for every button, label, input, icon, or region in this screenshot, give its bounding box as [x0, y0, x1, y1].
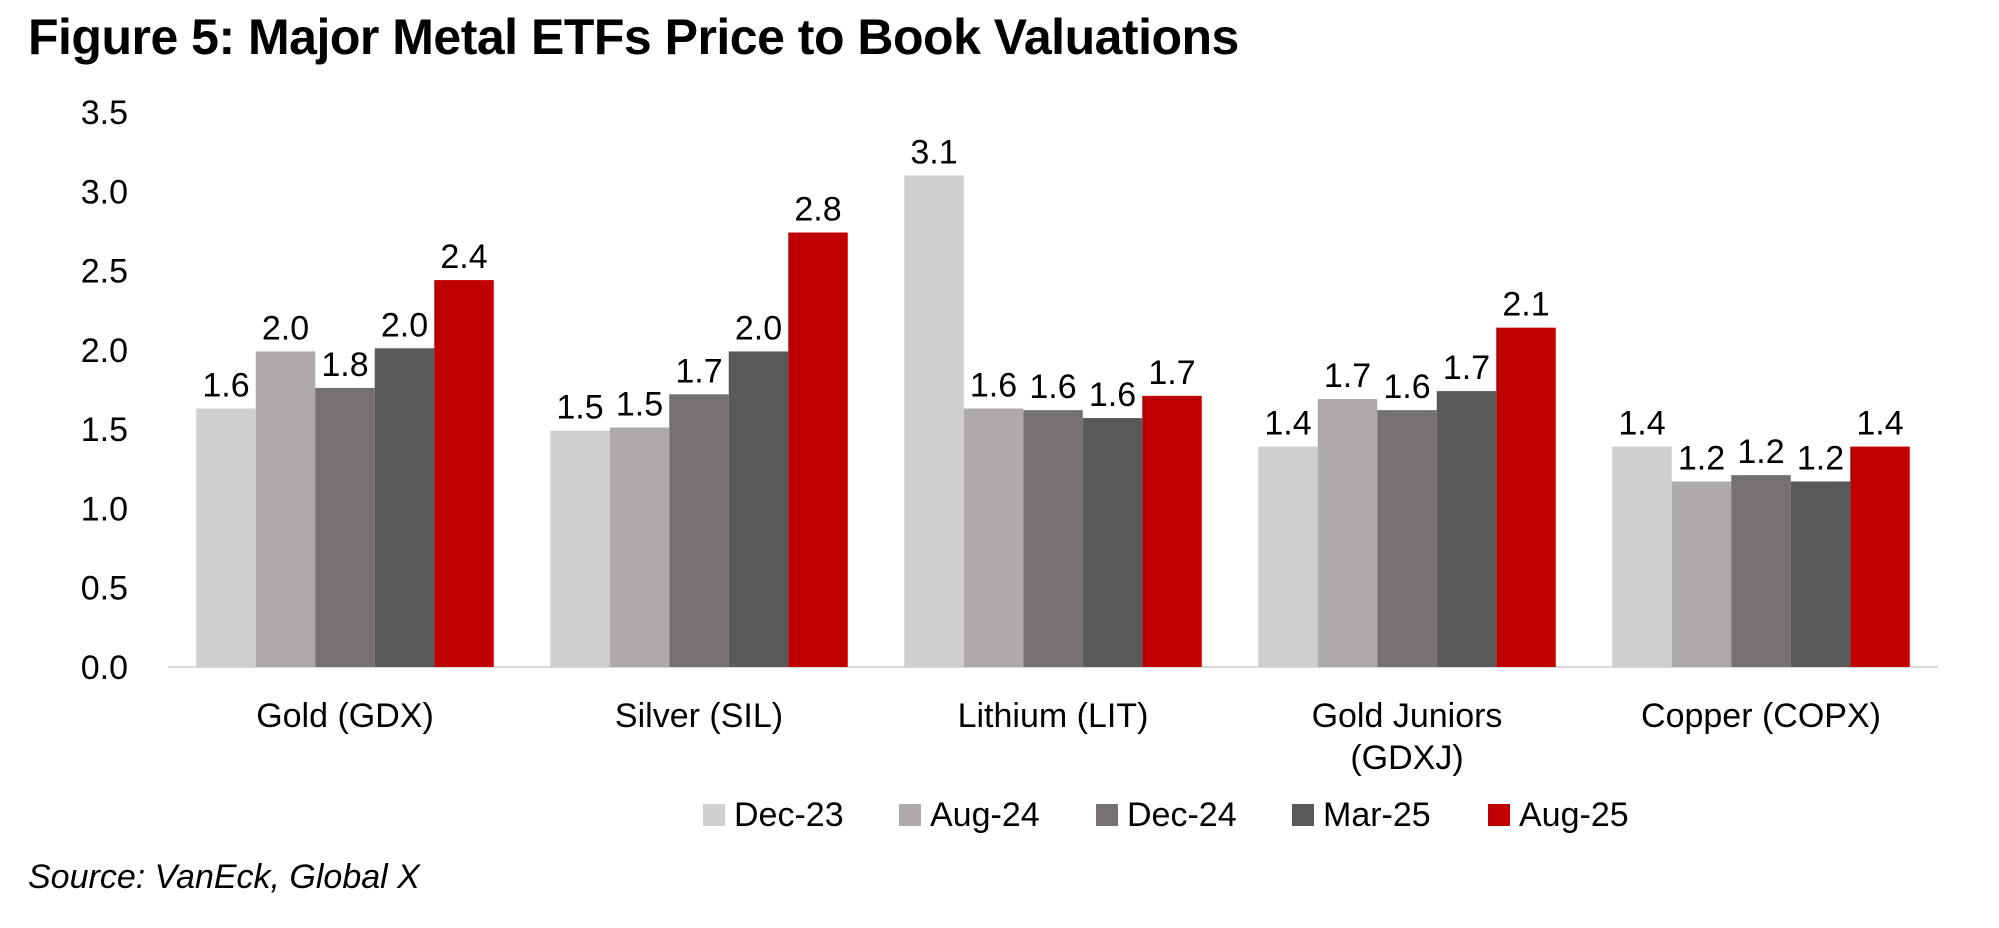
- bar-dec-24-copper-copx: [1731, 475, 1791, 667]
- y-tick-label: 0.5: [81, 570, 128, 608]
- y-tick-label: 0.0: [81, 649, 128, 687]
- data-label: 1.4: [1264, 405, 1311, 443]
- legend-swatch-aug-24: [899, 804, 921, 826]
- x-tick-label: Silver (SIL): [615, 697, 783, 735]
- x-tick-label: Lithium (LIT): [958, 697, 1149, 735]
- legend-label-mar-25: Mar-25: [1323, 796, 1431, 834]
- legend-swatch-aug-25: [1488, 804, 1510, 826]
- source-note: Source: VanEck, Global X: [28, 858, 420, 896]
- legend-swatch-dec-23: [703, 804, 725, 826]
- bar-dec-24-lithium-lit: [1023, 410, 1083, 667]
- data-label: 1.8: [321, 346, 368, 384]
- bar-aug-25-lithium-lit: [1142, 395, 1202, 667]
- bar-dec-23-copper-copx: [1612, 446, 1672, 667]
- data-label: 1.2: [1797, 439, 1844, 477]
- data-label: 1.2: [1678, 439, 1725, 477]
- bar-mar-25-silver-sil: [728, 351, 789, 667]
- legend-swatch-dec-24: [1096, 804, 1118, 826]
- bar-dec-23-silver-sil: [550, 430, 610, 667]
- bar-dec-24-silver-sil: [669, 394, 729, 667]
- bar-aug-25-gold-juniors-gdxj: [1496, 327, 1556, 667]
- bar-aug-24-lithium-lit: [963, 408, 1024, 667]
- data-label: 1.6: [202, 367, 249, 405]
- bar-dec-24-gold-juniors-gdxj: [1377, 410, 1437, 667]
- data-label: 1.4: [1856, 405, 1903, 443]
- data-label: 1.7: [1324, 357, 1371, 395]
- bar-aug-25-silver-sil: [788, 232, 848, 667]
- bar-mar-25-gold-gdx: [374, 348, 435, 667]
- bar-mar-25-lithium-lit: [1082, 418, 1143, 667]
- data-label: 1.6: [1383, 368, 1430, 406]
- x-tick-label: Gold Juniors: [1312, 697, 1503, 735]
- legend-label-aug-24: Aug-24: [930, 796, 1040, 834]
- data-label: 1.5: [616, 386, 663, 424]
- data-label: 1.6: [1089, 376, 1136, 414]
- x-tick-label: (GDXJ): [1350, 739, 1463, 777]
- bar-dec-23-lithium-lit: [904, 175, 964, 667]
- bar-aug-24-gold-juniors-gdxj: [1317, 399, 1378, 667]
- data-label: 2.4: [440, 238, 487, 276]
- legend-label-dec-24: Dec-24: [1127, 796, 1237, 834]
- bar-mar-25-gold-juniors-gdxj: [1436, 391, 1497, 667]
- bar-aug-25-copper-copx: [1850, 446, 1910, 667]
- bar-aug-24-silver-sil: [609, 427, 670, 667]
- legend-swatch-mar-25: [1292, 804, 1314, 826]
- legend-label-dec-23: Dec-23: [734, 796, 844, 834]
- bar-dec-23-gold-gdx: [196, 408, 256, 667]
- chart-title: Figure 5: Major Metal ETFs Price to Book…: [28, 9, 1239, 65]
- data-label: 2.0: [262, 309, 309, 347]
- data-label: 2.0: [381, 306, 428, 344]
- data-label: 3.1: [910, 133, 957, 171]
- bar-aug-24-gold-gdx: [255, 351, 316, 667]
- bar-aug-25-gold-gdx: [434, 280, 494, 667]
- data-label: 1.7: [1443, 349, 1490, 387]
- bar-mar-25-copper-copx: [1790, 481, 1851, 667]
- data-label: 2.0: [735, 309, 782, 347]
- data-label: 2.1: [1502, 286, 1549, 324]
- data-label: 1.2: [1737, 433, 1784, 471]
- data-label: 1.6: [1029, 368, 1076, 406]
- y-tick-label: 1.0: [81, 490, 128, 528]
- data-label: 1.7: [1148, 354, 1195, 392]
- y-tick-label: 3.5: [81, 94, 128, 132]
- x-tick-label: Gold (GDX): [256, 697, 434, 735]
- legend-label-aug-25: Aug-25: [1519, 796, 1629, 834]
- y-tick-label: 1.5: [81, 411, 128, 449]
- y-tick-label: 2.5: [81, 253, 128, 291]
- data-label: 1.6: [970, 367, 1017, 405]
- bar-chart: 0.0 0.5 1.0 1.5 2.0 2.5 3.0 3.5 1.6 2.0 1.8 2.0 2.4 G…: [81, 94, 1938, 834]
- x-tick-label: Copper (COPX): [1641, 697, 1881, 735]
- bar-dec-24-gold-gdx: [315, 387, 375, 667]
- y-tick-label: 2.0: [81, 332, 128, 370]
- bar-dec-23-gold-juniors-gdxj: [1258, 446, 1318, 667]
- data-label: 1.4: [1618, 405, 1665, 443]
- data-label: 2.8: [794, 191, 841, 229]
- data-label: 1.5: [556, 389, 603, 427]
- bar-aug-24-copper-copx: [1671, 481, 1732, 667]
- data-label: 1.7: [675, 352, 722, 390]
- y-tick-label: 3.0: [81, 173, 128, 211]
